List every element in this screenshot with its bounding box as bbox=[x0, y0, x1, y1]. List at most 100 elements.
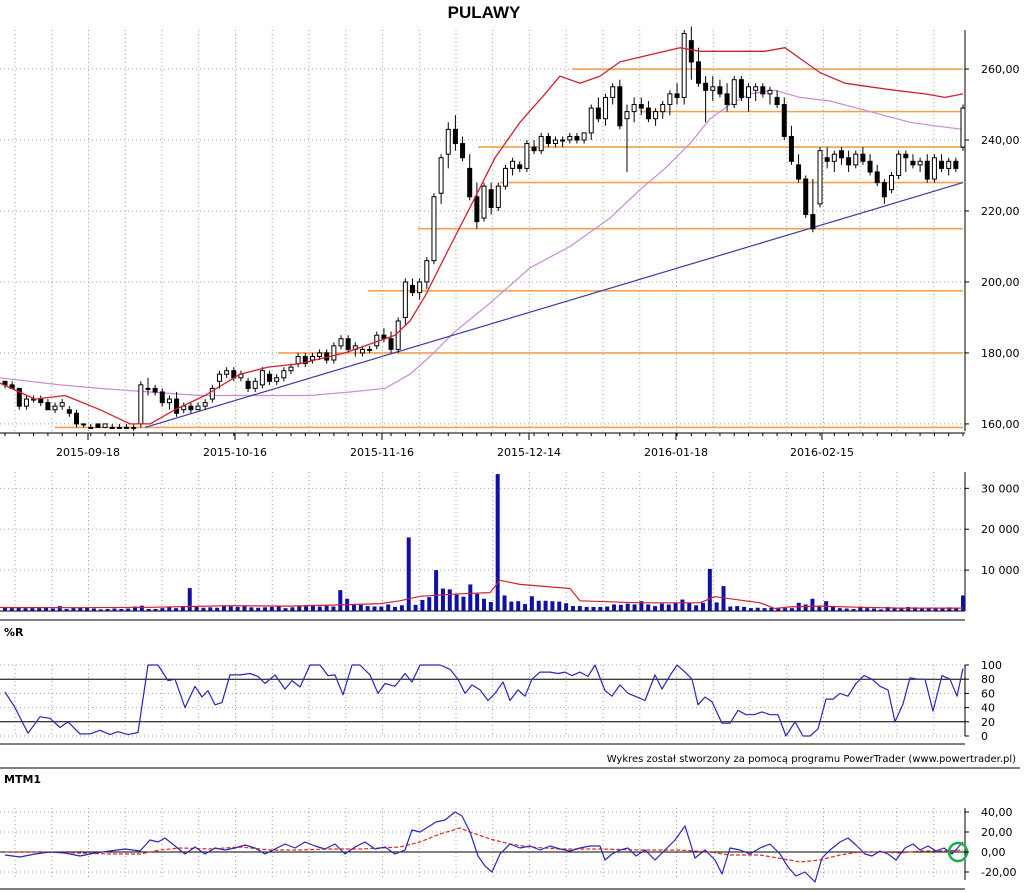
volume-bar bbox=[700, 602, 705, 611]
volume-bar bbox=[837, 608, 842, 611]
volume-bar bbox=[64, 608, 69, 611]
candle-body bbox=[653, 111, 659, 120]
volume-bar bbox=[557, 601, 562, 611]
volume-bar bbox=[687, 602, 692, 611]
volume-bar bbox=[249, 607, 254, 611]
candle-body bbox=[717, 86, 723, 95]
volume-bar bbox=[694, 605, 699, 611]
volume-bar bbox=[707, 568, 712, 611]
volume-ma-line bbox=[0, 579, 963, 610]
candle-body bbox=[402, 281, 408, 318]
volume-bar bbox=[37, 608, 42, 611]
candle-body bbox=[760, 86, 766, 95]
volume-bar bbox=[310, 604, 315, 611]
candle-body bbox=[138, 384, 144, 425]
volume-bar bbox=[742, 606, 747, 611]
volume-bar bbox=[475, 593, 480, 611]
volume-bar bbox=[878, 609, 883, 611]
candle-body bbox=[81, 423, 87, 426]
volume-bar bbox=[755, 607, 760, 611]
volume-bar bbox=[810, 598, 815, 611]
volume-bar bbox=[926, 607, 931, 611]
volume-y-tick-label: 10 000 bbox=[981, 564, 1020, 577]
volume-bar bbox=[427, 597, 432, 611]
candle-body bbox=[166, 398, 172, 404]
candle-body bbox=[624, 111, 630, 120]
candle-body bbox=[474, 196, 480, 223]
candle-body bbox=[681, 33, 687, 98]
price-y-tick-label: 160,00 bbox=[981, 418, 1020, 431]
candle-body bbox=[109, 426, 115, 429]
williams-r-y-tick-label: 100 bbox=[981, 659, 1002, 672]
candle-body bbox=[710, 86, 716, 91]
candle-body bbox=[939, 160, 945, 169]
volume-bar bbox=[393, 606, 398, 611]
volume-bar bbox=[543, 600, 548, 611]
candle-body bbox=[38, 398, 44, 404]
candle-body bbox=[317, 352, 323, 357]
candle-body bbox=[803, 178, 809, 216]
williams-r-line bbox=[4, 664, 964, 737]
candle-body bbox=[831, 153, 837, 162]
candle-body bbox=[410, 285, 416, 294]
volume-bar bbox=[133, 606, 138, 611]
volume-bar bbox=[235, 606, 240, 611]
volume-bar bbox=[851, 608, 856, 611]
volume-bar bbox=[44, 607, 49, 611]
candle-body bbox=[667, 93, 673, 106]
candle-body bbox=[924, 160, 930, 180]
candle-body bbox=[445, 128, 451, 155]
williams-r-y-tick-label: 60 bbox=[981, 687, 995, 700]
volume-bar bbox=[126, 608, 131, 611]
volume-bar bbox=[721, 586, 726, 611]
candle-body bbox=[552, 139, 558, 145]
volume-bar bbox=[639, 601, 644, 611]
volume-bar bbox=[659, 603, 664, 611]
volume-bar bbox=[365, 606, 370, 611]
candle-body bbox=[267, 373, 273, 382]
candle-body bbox=[781, 104, 787, 137]
volume-bar bbox=[399, 605, 404, 611]
candle-body bbox=[688, 40, 694, 63]
volume-bar bbox=[98, 609, 103, 611]
candle-body bbox=[95, 423, 101, 428]
williams-r-label: %R bbox=[4, 626, 24, 639]
volume-bar bbox=[434, 570, 439, 611]
volume-bar bbox=[940, 608, 945, 611]
candle-body bbox=[588, 107, 594, 134]
volume-bar bbox=[406, 537, 411, 611]
candle-body bbox=[295, 355, 301, 365]
candle-body bbox=[159, 391, 165, 404]
volume-bar bbox=[906, 606, 911, 611]
volume-bar bbox=[351, 604, 356, 611]
volume-bar bbox=[584, 606, 589, 611]
volume-bar bbox=[269, 606, 274, 611]
candle-body bbox=[245, 380, 251, 389]
volume-bar bbox=[413, 604, 418, 611]
candle-body bbox=[102, 423, 108, 428]
volume-bar bbox=[461, 596, 466, 611]
volume-bar bbox=[105, 608, 110, 611]
candle-body bbox=[216, 373, 222, 382]
volume-bar bbox=[304, 605, 309, 611]
volume-bar bbox=[290, 607, 295, 611]
volume-bar bbox=[174, 608, 179, 611]
candle-body bbox=[331, 345, 337, 361]
volume-bar bbox=[954, 607, 959, 611]
volume-bar bbox=[919, 608, 924, 611]
volume-bar bbox=[653, 606, 658, 611]
volume-bar bbox=[523, 604, 528, 611]
volume-bar bbox=[844, 608, 849, 611]
candle-body bbox=[252, 380, 258, 389]
candle-body bbox=[88, 426, 94, 429]
candle-body bbox=[281, 370, 287, 379]
candle-body bbox=[674, 93, 680, 98]
volume-bar bbox=[899, 608, 904, 611]
volume-bar bbox=[550, 601, 555, 611]
candle-body bbox=[824, 157, 830, 162]
candle-body bbox=[452, 128, 458, 145]
candle-body bbox=[424, 260, 430, 283]
candle-body bbox=[66, 409, 72, 414]
volume-bar bbox=[714, 602, 719, 611]
volume-bar bbox=[605, 606, 610, 611]
